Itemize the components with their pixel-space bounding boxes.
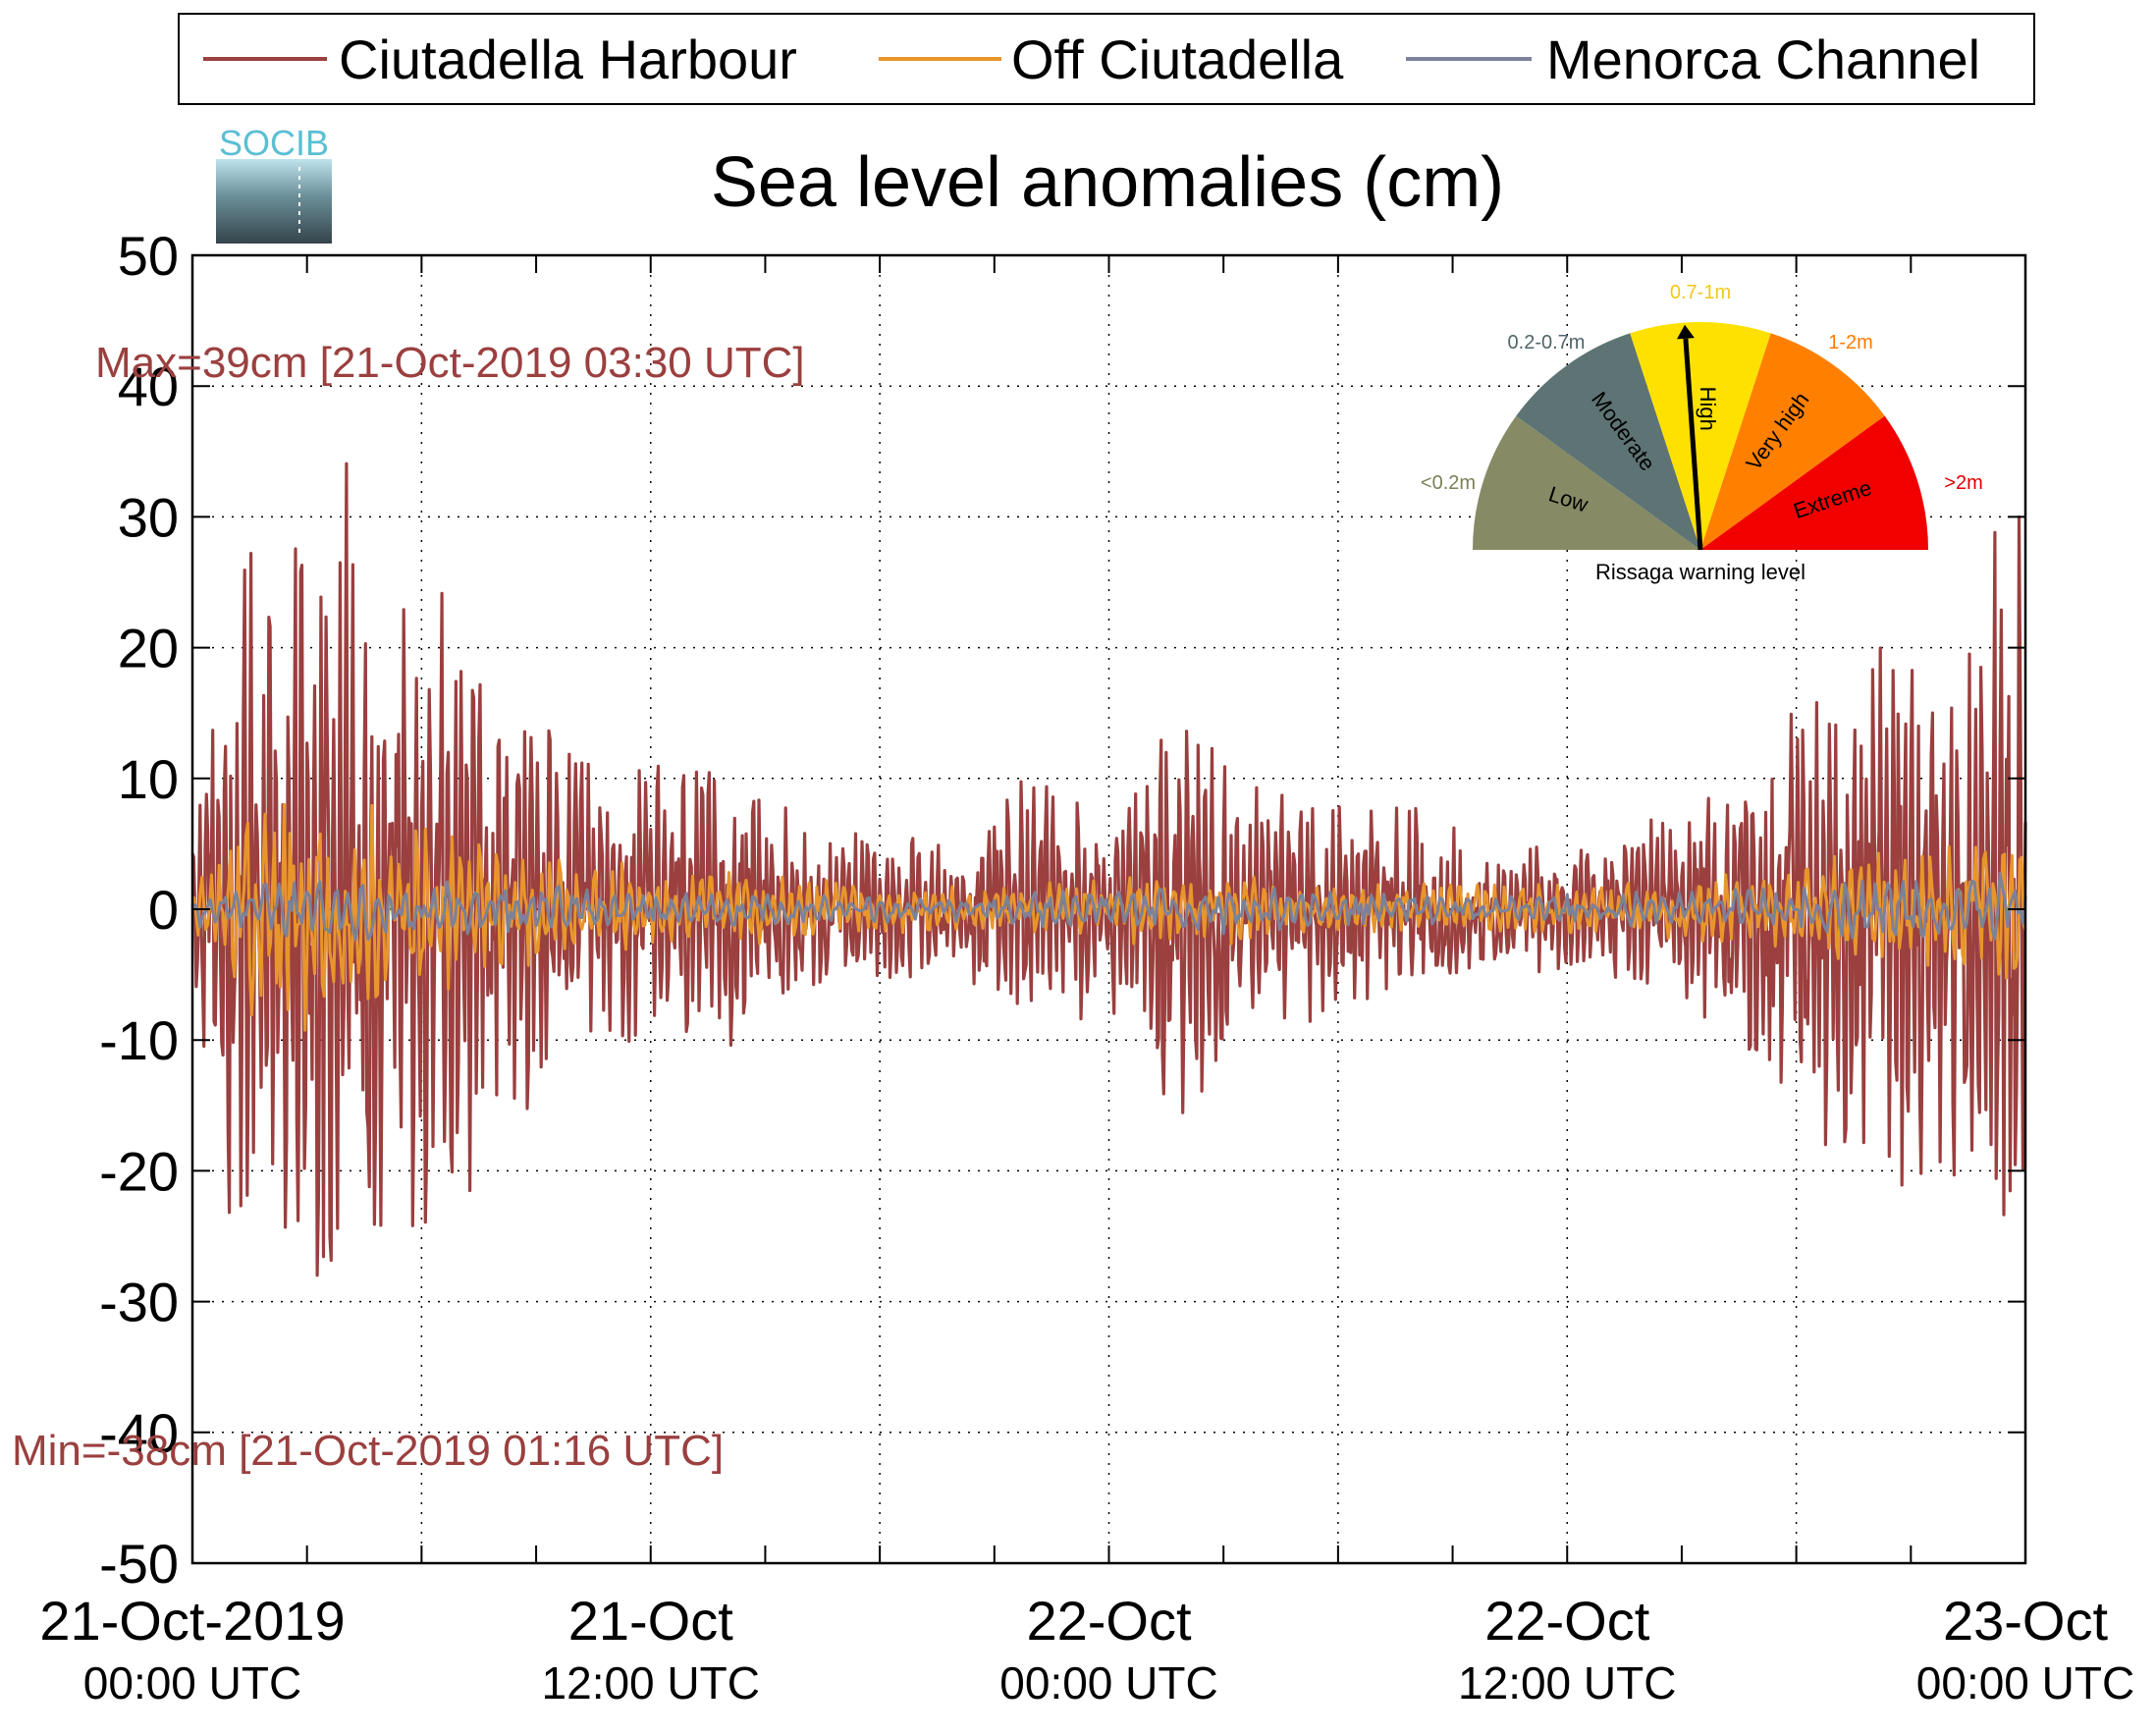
x-tick-label-time: 12:00 UTC	[1458, 1657, 1676, 1708]
chart-title: Sea level anomalies (cm)	[711, 143, 1504, 222]
gauge-caption: Rissaga warning level	[1595, 560, 1806, 584]
series-layer	[190, 461, 2027, 1277]
x-tick-label-time: 00:00 UTC	[999, 1657, 1217, 1708]
y-tick-label: 10	[118, 748, 179, 810]
gauge-sector-extreme	[1700, 415, 1928, 550]
y-tick-label: -30	[99, 1272, 179, 1333]
y-tick-label: 0	[148, 879, 179, 941]
gauge-label-high: High	[1696, 387, 1720, 431]
legend-box	[178, 13, 2035, 105]
y-tick-label: 20	[118, 618, 179, 679]
y-tick-label: 50	[118, 225, 179, 287]
y-tick-label: -50	[99, 1533, 179, 1595]
legend: Ciutadella Harbour Off Ciutadella Menorc…	[178, 13, 2035, 105]
socib-logo: SOCIB	[216, 123, 332, 244]
y-tick-label: 40	[118, 355, 179, 417]
axis-ticks	[191, 254, 2026, 1564]
gauge-range-high: 0.7-1m	[1670, 282, 1731, 303]
series-line-menorca-channel	[190, 871, 2027, 942]
min-annotation: Min=-38cm [21-Oct-2019 01:16 UTC]	[12, 1427, 724, 1475]
gauge-pointer-arrow	[1683, 338, 1703, 551]
x-tick-label-time: 00:00 UTC	[1916, 1657, 2134, 1708]
gauge-range-low: <0.2m	[1421, 472, 1476, 494]
x-tick-label-date: 21-Oct	[568, 1590, 733, 1652]
x-tick-label-date: 22-Oct	[1484, 1590, 1649, 1652]
legend-label-off-ciutadella: Off Ciutadella	[1011, 28, 1344, 90]
x-tick-label-date: 21-Oct-2019	[39, 1590, 345, 1652]
x-tick-label-time: 00:00 UTC	[83, 1657, 301, 1708]
max-annotation: Max=39cm [21-Oct-2019 03:30 UTC]	[95, 339, 805, 387]
gauge-range-very-high: 1-2m	[1828, 332, 1873, 353]
legend-label-menorca-channel: Menorca Channel	[1546, 28, 1980, 90]
x-tick-label-date: 22-Oct	[1026, 1590, 1191, 1652]
legend-label-ciutadella-harbour: Ciutadella Harbour	[339, 28, 797, 90]
gauge-sector-low	[1473, 415, 1700, 550]
x-tick-label-time: 12:00 UTC	[542, 1657, 760, 1708]
gauge-sector-moderate	[1516, 333, 1700, 550]
gauge-sector-high	[1630, 322, 1771, 550]
gauge-range-moderate: 0.2-0.7m	[1508, 332, 1586, 353]
gauge-pointer-arrowhead	[1677, 324, 1695, 340]
gauge-sector-very-high	[1700, 333, 1885, 550]
y-tick-label: -40	[99, 1402, 179, 1464]
y-tick-label: -10	[99, 1009, 179, 1071]
logo-text: SOCIB	[219, 123, 329, 163]
rissaga-warning-gauge: Low Moderate High Very high Extreme <0.2…	[1421, 282, 1983, 584]
y-axis: 50 40 30 20 10 0 -10 -20 -30 -40 -50	[99, 225, 179, 1595]
x-tick-label-date: 23-Oct	[1943, 1590, 2108, 1652]
gauge-range-extreme: >2m	[1944, 472, 1982, 494]
y-tick-label: -20	[99, 1140, 179, 1202]
logo-gradient-block	[216, 159, 332, 244]
y-tick-label: 30	[118, 486, 179, 548]
